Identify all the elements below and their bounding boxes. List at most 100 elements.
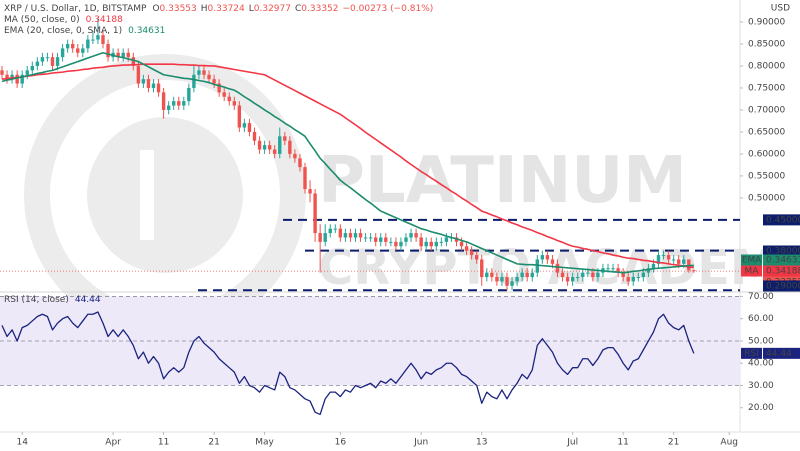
candle-body (323, 233, 327, 242)
candle-body (596, 272, 600, 278)
candle-body (318, 233, 322, 242)
badge-value: 0.34631 (766, 256, 800, 266)
candle-body (303, 167, 307, 190)
candle-body (490, 272, 494, 278)
candle-body (151, 83, 156, 88)
candle-body (641, 272, 646, 278)
candle-body (535, 259, 539, 273)
ohlc-value: 0.33553 (160, 4, 197, 14)
candle-body (257, 140, 262, 150)
candle-body (237, 105, 242, 128)
candle-body (409, 233, 413, 238)
candle-body (480, 259, 484, 278)
candle-body (404, 237, 408, 242)
candle-body (212, 79, 216, 84)
y-tick-label: 50.00 (748, 336, 774, 346)
candle-body (646, 268, 651, 273)
candle-body (262, 145, 267, 150)
candle-body (65, 43, 70, 49)
candle-body (40, 57, 45, 62)
candle-body (525, 272, 529, 278)
y-tick-label: 0.90000 (748, 17, 785, 27)
candle-body (454, 237, 459, 242)
y-tick-label: 0.80000 (748, 61, 785, 71)
candle-body (101, 35, 105, 44)
candle-body (611, 268, 615, 270)
candle-body (550, 259, 555, 264)
candle-body (288, 140, 292, 154)
x-tick-label: 11 (158, 438, 169, 448)
candle-body (217, 83, 221, 93)
candle-body (677, 259, 681, 264)
x-tick-label: Apr (105, 438, 121, 448)
overlay: XRP / U.S. Dollar, 1D, BITSTAMP O0.33553 H… (4, 4, 800, 448)
candle-body (510, 281, 514, 286)
legend-ema: EMA (20, close, 0, SMA, 1) 0.34631 (4, 26, 165, 36)
candle-body (414, 233, 418, 238)
badge-value: 0.34188 (766, 267, 800, 277)
y-tick-label: 60.00 (748, 314, 774, 324)
candle-body (606, 268, 610, 270)
candle-body (121, 52, 125, 58)
indicator-name: EMA (20, close, 0, SMA, 1) (4, 26, 122, 36)
candle-body (348, 233, 353, 238)
candle-body (5, 74, 9, 80)
candle-body (328, 228, 332, 234)
candle-body (353, 233, 358, 238)
candle-body (429, 241, 433, 247)
candle-body (475, 255, 479, 260)
y-tick-label: 0.55000 (748, 171, 785, 181)
candle-body (374, 237, 378, 242)
candle-body (505, 277, 509, 286)
watermark: PLATINUM CRYPTO ACADEMY (24, 54, 800, 336)
x-tick-label: 11 (617, 438, 628, 448)
y-tick-label: 30.00 (748, 381, 774, 391)
candle-body (106, 43, 110, 58)
candle-body (671, 259, 676, 261)
candle-body (192, 74, 196, 88)
candle-body (363, 237, 368, 239)
candle-body (308, 189, 312, 194)
candle-body (469, 250, 474, 256)
badge-box (741, 265, 762, 277)
badge-box (763, 265, 800, 277)
x-tick-label: May (255, 438, 274, 448)
candle-body (358, 233, 363, 238)
badge-box (741, 254, 762, 266)
candle-body (338, 228, 343, 238)
ohlc-label: O (152, 4, 159, 14)
y-tick-label: 0.65000 (748, 127, 785, 137)
x-tick-label: 21 (668, 438, 679, 448)
candle-body (247, 123, 252, 132)
y-tick-label: 20.00 (748, 403, 774, 413)
candle-body (146, 79, 151, 88)
candle-body (86, 39, 90, 49)
x-tick-label: 21 (208, 438, 219, 448)
candle-body (50, 57, 55, 66)
ema-badge: EMA 0.34631 (741, 254, 800, 266)
x-tick-label: 14 (16, 438, 28, 448)
candle-body (621, 272, 625, 278)
candle-body (399, 241, 403, 247)
rsi-line (1, 311, 695, 416)
badge-box (741, 347, 762, 359)
candle-body (283, 136, 287, 141)
candle-body (495, 277, 499, 282)
rsi-badge: RSI 44.44 (741, 347, 800, 359)
level-badge: 0.38000 (763, 245, 800, 257)
candle-body (156, 83, 161, 93)
indicator-value: 0.34188 (86, 15, 123, 25)
candle-body (227, 96, 231, 102)
candle-body (368, 237, 373, 239)
y-tick-label: 0.85000 (748, 39, 785, 49)
candle-body (182, 101, 186, 106)
indicator-line (1, 63, 694, 269)
candle-body (116, 52, 120, 58)
ohlc-label: C (295, 4, 301, 14)
candle-body (242, 123, 247, 128)
candle-body (444, 237, 449, 242)
candle-body (500, 277, 504, 282)
watermark-text: PLATINUM (318, 144, 687, 218)
candle-body (172, 101, 176, 106)
candle-body (581, 272, 585, 278)
